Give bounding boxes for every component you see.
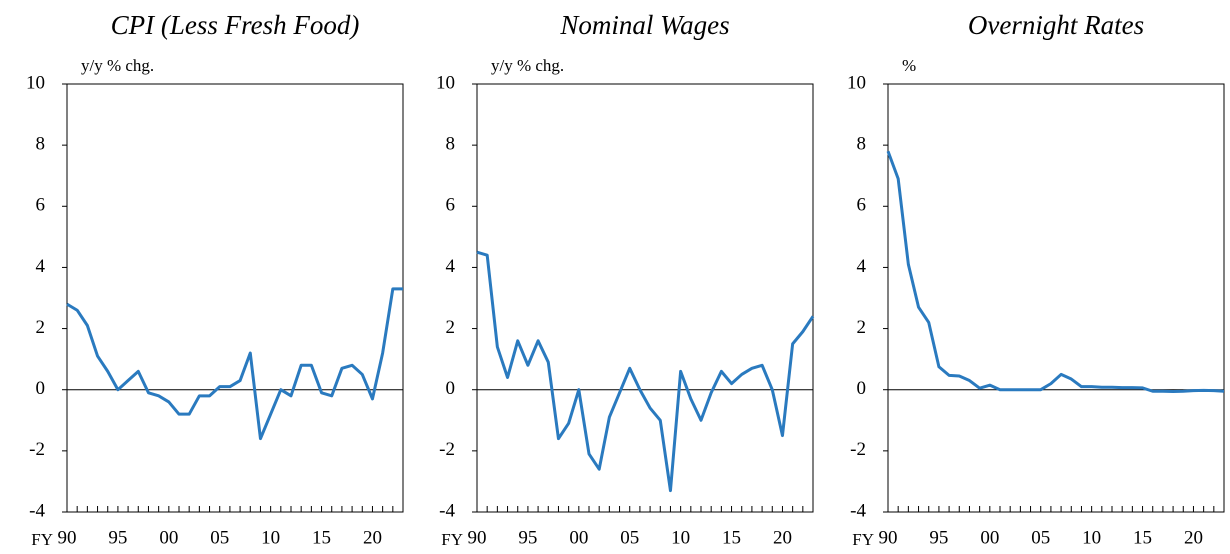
y-tick-label: -2 bbox=[439, 439, 455, 460]
x-tick-label: 00 bbox=[159, 527, 178, 548]
x-tick-label: 00 bbox=[980, 527, 999, 548]
y-tick-label: -4 bbox=[850, 500, 866, 521]
series-line bbox=[886, 150, 1225, 394]
y-tick-label: 6 bbox=[446, 195, 456, 216]
y-tick-label: 6 bbox=[36, 195, 46, 216]
y-tick-label: -4 bbox=[439, 500, 455, 521]
y-tick-label: 8 bbox=[36, 134, 46, 155]
x-tick-label: 00 bbox=[569, 527, 588, 548]
chart-title: Nominal Wages bbox=[559, 10, 729, 40]
x-tick-label: 95 bbox=[108, 527, 127, 548]
series-line bbox=[66, 287, 403, 441]
y-tick-label: 2 bbox=[446, 317, 456, 338]
x-tick-label: 10 bbox=[261, 527, 280, 548]
y-tick-label: 0 bbox=[857, 378, 867, 399]
x-tick-label: 90 bbox=[468, 527, 487, 548]
y-axis-label: y/y % chg. bbox=[81, 56, 154, 75]
series-line bbox=[476, 250, 815, 493]
y-tick-label: 0 bbox=[36, 378, 46, 399]
x-prefix: FY bbox=[31, 530, 53, 549]
chart-title: Overnight Rates bbox=[968, 10, 1144, 40]
x-prefix: FY bbox=[441, 530, 463, 549]
x-tick-label: 95 bbox=[518, 527, 537, 548]
plot-frame bbox=[66, 83, 404, 513]
x-tick-label: 20 bbox=[1184, 527, 1203, 548]
plot-frame bbox=[476, 83, 814, 513]
x-tick-label: 15 bbox=[312, 527, 331, 548]
y-tick-label: -2 bbox=[850, 439, 866, 460]
y-tick-label: 4 bbox=[857, 256, 867, 277]
y-tick-label: 2 bbox=[857, 317, 867, 338]
x-tick-label: 95 bbox=[929, 527, 948, 548]
x-tick-label: 20 bbox=[773, 527, 792, 548]
y-tick-label: 4 bbox=[446, 256, 456, 277]
y-tick-label: 6 bbox=[857, 195, 867, 216]
y-tick-label: 8 bbox=[857, 134, 867, 155]
x-tick-label: 15 bbox=[1133, 527, 1152, 548]
y-tick-label: 10 bbox=[847, 72, 866, 93]
y-axis-label: y/y % chg. bbox=[491, 56, 564, 75]
y-tick-label: 0 bbox=[446, 378, 456, 399]
x-tick-label: 10 bbox=[1082, 527, 1101, 548]
x-tick-label: 10 bbox=[671, 527, 690, 548]
y-tick-label: -4 bbox=[29, 500, 45, 521]
x-tick-label: 20 bbox=[363, 527, 382, 548]
x-tick-label: 15 bbox=[722, 527, 741, 548]
plot-frame bbox=[887, 83, 1225, 513]
chart-title: CPI (Less Fresh Food) bbox=[111, 10, 360, 40]
x-tick-label: 90 bbox=[879, 527, 898, 548]
y-tick-label: -2 bbox=[29, 439, 45, 460]
y-tick-label: 4 bbox=[36, 256, 46, 277]
x-tick-label: 90 bbox=[58, 527, 77, 548]
y-tick-label: 2 bbox=[36, 317, 46, 338]
y-axis-label: % bbox=[902, 56, 916, 75]
x-prefix: FY bbox=[852, 530, 874, 549]
x-tick-label: 05 bbox=[210, 527, 229, 548]
x-tick-label: 05 bbox=[1031, 527, 1050, 548]
x-tick-label: 05 bbox=[620, 527, 639, 548]
y-tick-label: 8 bbox=[446, 134, 456, 155]
y-tick-label: 10 bbox=[436, 72, 455, 93]
y-tick-label: 10 bbox=[26, 72, 45, 93]
